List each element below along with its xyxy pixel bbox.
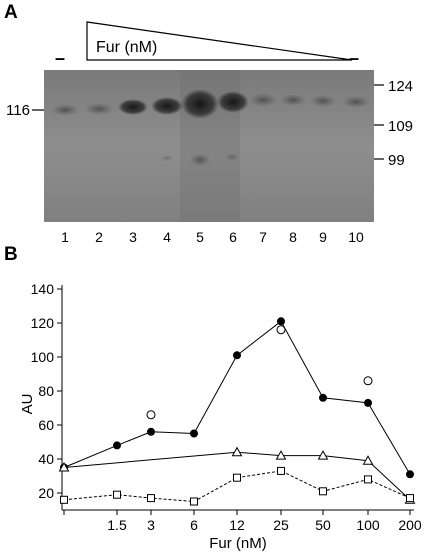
data-point-filled-circle [190, 429, 198, 438]
x-tick-label: 1.5 [107, 517, 127, 533]
series-line [63, 451, 411, 501]
y-tick-label: 60 [38, 417, 54, 433]
data-point-open-square [406, 494, 414, 503]
x-ticks: 1.5 3 6 12 25 50 100 200 [63, 510, 422, 533]
y-tick-label: 40 [38, 451, 54, 467]
panel-a: – – Fur (nM) 116 [6, 21, 413, 245]
data-point-filled-circle [113, 441, 121, 450]
concentration-wedge [86, 21, 353, 61]
x-tick-label: 200 [398, 517, 422, 533]
data-point-open-circle [146, 410, 156, 420]
lane-number: 3 [129, 229, 137, 245]
panel-a-letter: A [4, 2, 18, 23]
y-tick-label: 140 [31, 281, 55, 297]
gel-image [44, 70, 374, 222]
x-tick-label: 6 [190, 517, 198, 533]
lane-number: 1 [61, 229, 69, 245]
data-point-open-square [364, 475, 372, 484]
data-point-open-square [113, 490, 121, 499]
data-point-open-square [233, 473, 241, 482]
x-axis-label: Fur (nM) [209, 535, 267, 552]
data-point-open-triangle [317, 450, 329, 460]
data-point-open-circle [363, 376, 373, 386]
data-point-open-square [60, 495, 68, 504]
lane-number: 6 [229, 229, 237, 245]
lane-number: 7 [259, 229, 267, 245]
lane-numbers: 1 2 3 4 5 6 7 8 9 10 [61, 229, 364, 245]
lane-number: 10 [348, 229, 364, 245]
marker-99: 99 [388, 152, 405, 169]
data-point-open-square [319, 487, 327, 496]
series-line [63, 470, 411, 503]
data-point-filled-circle [277, 317, 285, 326]
y-tick-label: 20 [38, 485, 54, 501]
data-point-open-circle [276, 325, 286, 335]
marker-109: 109 [388, 118, 413, 135]
marker-124: 124 [388, 78, 413, 95]
chart: AU Fur (nM) 20 40 60 80 100 120 140 1.5 3 6 12 25 5… [19, 281, 422, 552]
lane-number: 9 [319, 229, 327, 245]
data-point-open-square [277, 466, 285, 475]
data-point-open-triangle [58, 461, 70, 472]
data-point-open-square [190, 497, 198, 506]
data-point-filled-circle [147, 427, 155, 436]
minus-right: – [349, 48, 359, 68]
data-point-filled-circle [233, 351, 241, 360]
x-tick-label: 12 [229, 517, 245, 533]
lane-number: 4 [163, 229, 171, 245]
data-point-open-square [147, 494, 155, 503]
y-tick-label: 100 [31, 349, 55, 365]
minus-left: – [55, 48, 65, 68]
x-tick-label: 100 [356, 517, 380, 533]
lane-number: 5 [196, 229, 204, 245]
x-tick-label: 3 [147, 517, 155, 533]
lane-number: 8 [289, 229, 297, 245]
y-tick-label: 120 [31, 315, 55, 331]
marker-116: 116 [6, 102, 30, 119]
y-tick-label: 80 [38, 383, 54, 399]
panel-b-letter: B [4, 244, 18, 265]
wedge-label: Fur (nM) [96, 39, 157, 56]
data-point-filled-circle [406, 470, 414, 479]
data-point-filled-circle [319, 393, 327, 402]
series-layer [58, 317, 416, 506]
y-ticks: 20 40 60 80 100 120 140 [31, 281, 62, 501]
x-tick-label: 25 [273, 517, 289, 533]
data-point-filled-circle [364, 398, 372, 407]
data-point-open-triangle [231, 446, 243, 457]
data-point-open-triangle [275, 450, 287, 460]
x-tick-label: 50 [315, 517, 331, 533]
lane-number: 2 [95, 229, 103, 245]
data-point-open-triangle [362, 455, 374, 465]
y-axis-label: AU [19, 394, 36, 415]
